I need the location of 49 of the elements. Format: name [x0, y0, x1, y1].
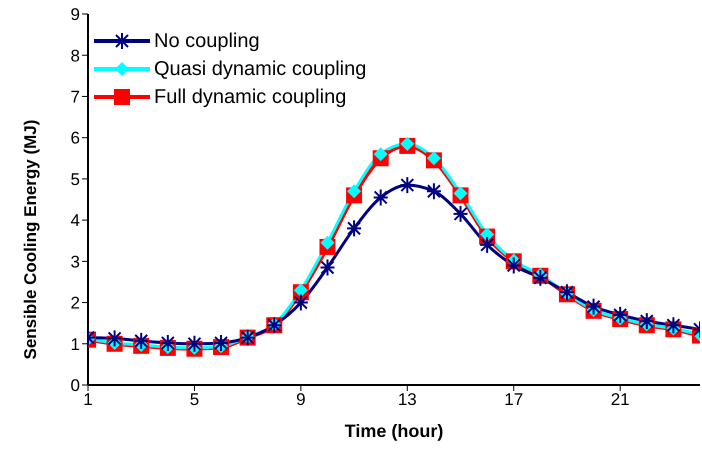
x-tick-label: 17	[504, 390, 524, 410]
point	[213, 334, 230, 352]
point	[400, 136, 414, 151]
point	[665, 316, 682, 334]
x-axis-title: Time (hour)	[344, 421, 444, 441]
point	[480, 228, 494, 242]
y-tick-label: 8	[70, 46, 80, 66]
point	[320, 236, 334, 250]
point	[426, 151, 441, 166]
legend-label: Full dynamic coupling	[154, 86, 346, 108]
x-tick-label: 9	[296, 390, 306, 410]
x-tick-label: 1	[83, 390, 93, 410]
x-tick-label: 13	[398, 390, 417, 410]
y-tick-label: 7	[70, 87, 80, 106]
point	[294, 283, 308, 298]
y-tick-label: 2	[70, 294, 80, 313]
point	[399, 176, 416, 194]
point	[374, 147, 388, 162]
y-axis-title: Sensible Cooling Energy (MJ)	[21, 120, 40, 360]
point	[638, 312, 655, 330]
y-tick-label: 9	[70, 5, 80, 24]
point	[586, 298, 602, 316]
point	[558, 283, 575, 302]
point	[454, 186, 468, 200]
point	[186, 334, 202, 353]
y-tick-label: 5	[70, 170, 80, 189]
point	[346, 219, 362, 238]
point	[479, 236, 496, 254]
point	[452, 204, 469, 223]
point	[133, 332, 150, 350]
point	[160, 334, 176, 352]
y-tick-label: 3	[70, 252, 80, 272]
point	[612, 306, 628, 324]
point	[372, 188, 389, 206]
y-tick-label: 0	[70, 376, 80, 396]
y-tick-label: 1	[70, 334, 80, 354]
legend-label: Quasi dynamic coupling	[154, 58, 366, 80]
point	[106, 329, 123, 348]
legend-label: No coupling	[154, 30, 260, 52]
point	[426, 182, 442, 200]
point	[347, 184, 362, 198]
point	[319, 258, 336, 277]
x-tick-label: 21	[610, 390, 630, 410]
y-tick-label: 4	[70, 211, 80, 230]
point	[292, 294, 309, 312]
y-tick-label: 6	[70, 128, 80, 148]
point	[506, 256, 522, 274]
x-tick-label: 5	[190, 390, 200, 410]
point	[532, 268, 548, 287]
